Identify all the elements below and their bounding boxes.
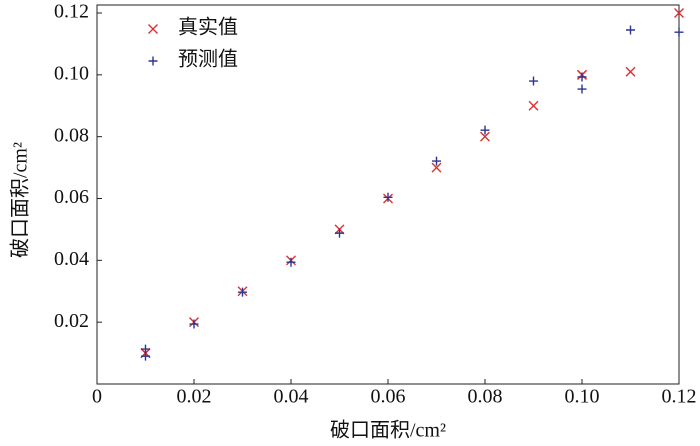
point	[674, 8, 684, 18]
point	[577, 84, 587, 94]
point	[432, 156, 441, 166]
point-stroke	[528, 100, 539, 111]
point	[625, 66, 636, 77]
point-stroke	[529, 76, 538, 86]
point-stroke	[189, 319, 199, 329]
point	[431, 162, 442, 173]
point-stroke	[480, 125, 490, 135]
point	[626, 25, 635, 35]
point	[480, 131, 490, 142]
point-stroke	[577, 84, 587, 94]
y-tick-label: 0.12	[54, 1, 89, 23]
point	[528, 100, 539, 111]
point	[577, 72, 587, 82]
point	[383, 192, 393, 202]
point-stroke	[141, 351, 150, 361]
y-tick-label: 0.10	[54, 62, 89, 84]
point-stroke	[674, 8, 684, 18]
x-tick-label: 0.08	[468, 386, 503, 408]
x-tick-label: 0	[92, 386, 102, 408]
y-tick-label: 0.02	[54, 310, 89, 332]
point	[480, 125, 490, 135]
point-stroke	[383, 192, 393, 202]
point-stroke	[626, 25, 635, 35]
point	[189, 319, 199, 329]
x-tick-label: 0.12	[662, 386, 697, 408]
x-tick-label: 0.06	[371, 386, 406, 408]
y-axis-label: 破口面积/cm²	[9, 142, 32, 258]
legend-marker-stroke	[148, 56, 158, 66]
y-tick-label: 0.06	[54, 186, 89, 208]
point	[286, 257, 296, 267]
x-tick-label: 0.04	[274, 386, 309, 408]
x-axis-label: 破口面积/cm²	[330, 419, 446, 442]
point-stroke	[335, 228, 344, 238]
point	[141, 351, 150, 361]
legend-label: 预测值	[178, 48, 238, 71]
point-stroke	[431, 162, 442, 173]
point-stroke	[625, 66, 636, 77]
point-stroke	[432, 156, 441, 166]
point-stroke	[674, 27, 684, 37]
legend-label: 真实值	[178, 16, 238, 39]
point	[335, 228, 344, 238]
x-tick-label: 0.02	[177, 386, 212, 408]
point-stroke	[238, 287, 247, 297]
x-tick-label: 0.10	[565, 386, 600, 408]
point	[529, 76, 538, 86]
point	[238, 287, 247, 297]
y-tick-label: 0.08	[54, 124, 89, 146]
legend-marker-stroke	[148, 24, 158, 34]
point	[674, 27, 684, 37]
legend-marker	[148, 24, 158, 34]
y-tick-label: 0.04	[54, 248, 89, 270]
point-stroke	[480, 131, 490, 142]
point-stroke	[577, 72, 587, 82]
point-stroke	[286, 257, 296, 267]
legend-marker	[148, 56, 158, 66]
